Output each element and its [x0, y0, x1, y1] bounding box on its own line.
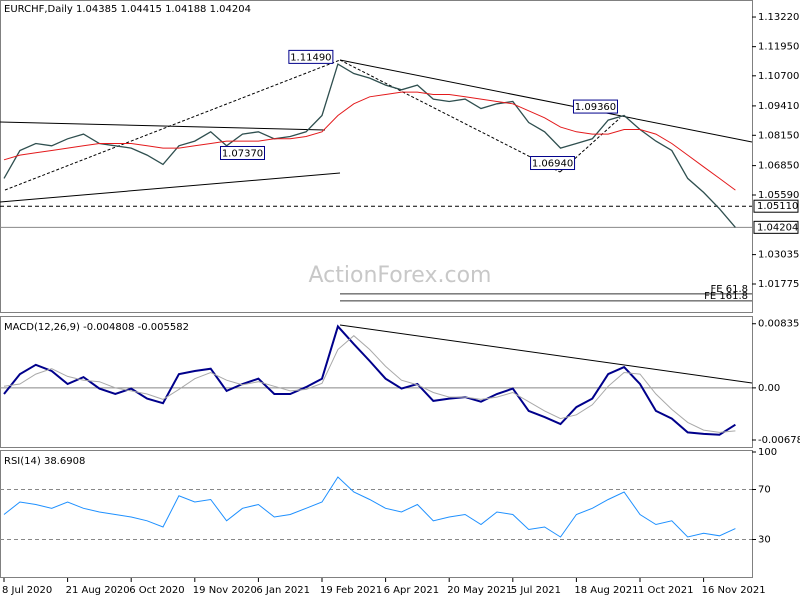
x-tick-label: 20 May 2021 — [447, 585, 512, 596]
trend-line — [0, 121, 326, 131]
x-tick-label: 1 Oct 2021 — [638, 585, 693, 596]
y-tick-label: 1.05590 — [758, 190, 799, 201]
y-tick-label: 70 — [758, 485, 771, 496]
annotation-box — [572, 99, 618, 114]
series-line — [3, 63, 736, 228]
x-tick-label: 19 Nov 2020 — [193, 585, 257, 596]
x-tick-label: 21 Aug 2020 — [66, 585, 130, 596]
y-tick-label: -0.006788 — [758, 435, 800, 446]
trend-line — [0, 172, 341, 203]
fe-label: FE 161.8 — [704, 291, 748, 302]
x-tick-label: 5 Jul 2021 — [511, 585, 561, 596]
y-tick-label: 1.03035 — [758, 250, 799, 261]
level-label: 1.05110 — [757, 201, 798, 212]
trend-line — [339, 324, 753, 384]
y-tick-label: 1.11950 — [758, 42, 799, 53]
x-tick-label: 18 Aug 2021 — [574, 585, 638, 596]
annotation-box — [220, 145, 265, 160]
rsi-panel — [0, 450, 753, 578]
panel-title: EURCHF,Daily 1.04385 1.04415 1.04188 1.0… — [4, 4, 251, 15]
series-line — [3, 335, 736, 433]
macd-panel — [0, 316, 753, 448]
annotation-label: 1.11490 — [290, 52, 331, 63]
x-tick-label: 19 Feb 2021 — [320, 585, 382, 596]
level-box — [753, 199, 799, 213]
x-tick-label: 6 Apr 2021 — [384, 585, 439, 596]
level-label: 1.04204 — [757, 222, 798, 233]
annotation-label: 1.06940 — [532, 159, 573, 170]
y-tick-label: 0.00 — [758, 383, 780, 394]
annotation-box — [288, 49, 334, 64]
level-box — [753, 220, 799, 234]
x-tick-label: 16 Nov 2021 — [702, 585, 766, 596]
y-tick-label: 30 — [758, 535, 771, 546]
annotation-box — [530, 156, 576, 171]
y-tick-label: 1.10700 — [758, 71, 799, 82]
y-tick-label: 1.01775 — [758, 279, 799, 290]
panel-title: MACD(12,26,9) -0.004808 -0.005582 — [4, 322, 189, 333]
y-tick-label: 1.06850 — [758, 161, 799, 172]
series-line — [3, 91, 736, 191]
trend-line — [559, 117, 621, 173]
y-tick-label: 0.008353 — [758, 319, 800, 330]
price-panel — [0, 0, 753, 313]
annotation-label: 1.07370 — [222, 148, 263, 159]
y-tick-label: 1.13220 — [758, 12, 799, 23]
watermark: ActionForex.com — [309, 263, 492, 288]
y-tick-label: 1.09410 — [758, 101, 799, 112]
fe-label: FE 61.8 — [710, 284, 748, 295]
trend-line — [339, 59, 561, 173]
x-tick-label: 8 Jul 2020 — [2, 585, 52, 596]
x-tick-label: 6 Oct 2020 — [129, 585, 184, 596]
annotation-label: 1.09360 — [575, 102, 616, 113]
trend-line — [339, 59, 753, 143]
panel-title: RSI(14) 38.6908 — [4, 456, 85, 467]
y-tick-label: 1.08150 — [758, 130, 799, 141]
y-tick-label: 100 — [758, 447, 777, 458]
series-line — [3, 476, 736, 538]
x-tick-label: 6 Jan 2021 — [256, 585, 310, 596]
